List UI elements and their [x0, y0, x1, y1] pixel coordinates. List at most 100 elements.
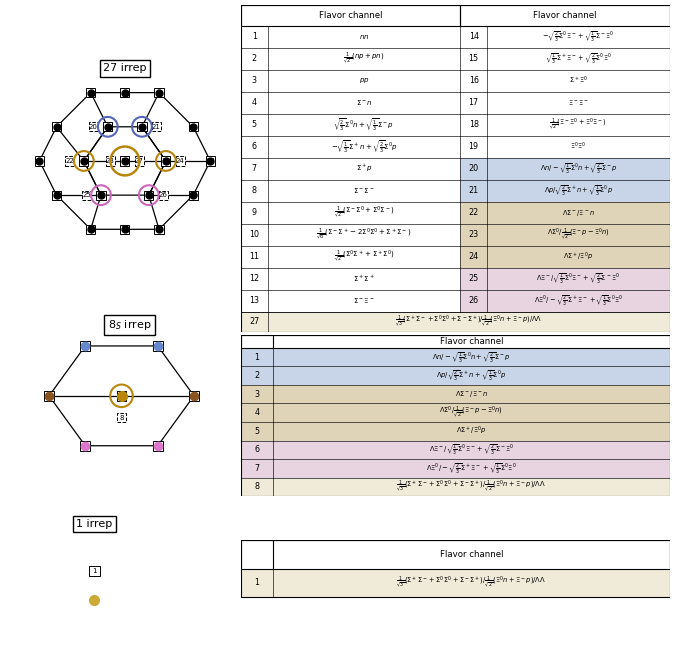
FancyBboxPatch shape [35, 156, 44, 166]
Text: 3: 3 [252, 76, 256, 85]
Text: 11: 11 [249, 252, 259, 261]
Text: Flavor channel: Flavor channel [319, 11, 383, 20]
Text: 27: 27 [135, 158, 144, 164]
FancyBboxPatch shape [117, 391, 126, 401]
Text: 17: 17 [86, 226, 95, 233]
Text: $\Lambda p/\sqrt{\frac{2}{3}}\Sigma^+ n + \sqrt{\frac{1}{3}}\Sigma^0 p$: $\Lambda p/\sqrt{\frac{2}{3}}\Sigma^+ n … [436, 369, 506, 383]
Text: 16: 16 [189, 192, 198, 198]
Bar [460, 246, 670, 267]
FancyBboxPatch shape [117, 413, 126, 422]
Text: 1: 1 [252, 32, 256, 41]
Text: $\Lambda\Sigma^-/\Xi^- n$: $\Lambda\Sigma^-/\Xi^- n$ [562, 208, 595, 217]
Text: 1: 1 [254, 578, 260, 587]
Text: 8$_S$ irrep: 8$_S$ irrep [108, 318, 151, 332]
FancyBboxPatch shape [65, 156, 74, 166]
Text: 5: 5 [254, 427, 260, 436]
Bar [241, 459, 670, 478]
FancyBboxPatch shape [103, 122, 112, 131]
Text: 6: 6 [83, 443, 88, 449]
Text: 15: 15 [144, 192, 153, 198]
Text: $\sqrt{\frac{2}{3}}\Sigma^0 n + \sqrt{\frac{1}{3}}\Sigma^- p$: $\sqrt{\frac{2}{3}}\Sigma^0 n + \sqrt{\f… [333, 116, 394, 133]
FancyBboxPatch shape [155, 225, 163, 234]
Text: 1 irrep: 1 irrep [76, 519, 113, 529]
Text: $nn$: $nn$ [359, 32, 369, 41]
Text: 2: 2 [252, 54, 256, 63]
Text: 3: 3 [254, 390, 260, 399]
Bar [460, 202, 670, 223]
FancyBboxPatch shape [80, 156, 88, 166]
Text: $pp$: $pp$ [358, 76, 369, 85]
Text: 8: 8 [254, 482, 260, 491]
Text: $\sqrt{\frac{1}{3}}\Sigma^+\Xi^- + \sqrt{\frac{2}{3}}\Sigma^0\Xi^0$: $\sqrt{\frac{1}{3}}\Sigma^+\Xi^- + \sqrt… [545, 51, 612, 66]
Text: $\frac{1}{\sqrt{2}}(\Sigma^0\Sigma^+ + \Sigma^+\Sigma^0)$: $\frac{1}{\sqrt{2}}(\Sigma^0\Sigma^+ + \… [333, 249, 394, 264]
Text: 27 irrep: 27 irrep [103, 63, 146, 74]
Text: $-\sqrt{\frac{1}{3}}\Sigma^+ n + \sqrt{\frac{2}{3}}\Sigma^0 p$: $-\sqrt{\frac{1}{3}}\Sigma^+ n + \sqrt{\… [331, 138, 398, 155]
Text: 14: 14 [97, 192, 105, 198]
Bar [241, 568, 670, 597]
Text: $\Lambda n/-\sqrt{\frac{1}{3}}\Sigma^0 n + \sqrt{\frac{2}{3}}\Sigma^- p$: $\Lambda n/-\sqrt{\frac{1}{3}}\Sigma^0 n… [540, 161, 617, 176]
FancyBboxPatch shape [153, 341, 163, 351]
Text: 2: 2 [123, 89, 127, 96]
FancyBboxPatch shape [135, 156, 144, 166]
Text: 19: 19 [468, 142, 479, 151]
FancyBboxPatch shape [80, 441, 90, 451]
Bar [460, 290, 670, 311]
Text: 1: 1 [88, 89, 93, 96]
Text: 18: 18 [120, 226, 130, 233]
Text: $\Sigma^+\Sigma^+$: $\Sigma^+\Sigma^+$ [353, 273, 375, 284]
Text: $\Lambda\Xi^-/\sqrt{\frac{1}{3}}\Sigma^0\Xi^- + \sqrt{\frac{2}{3}}\Sigma^-\Xi^0$: $\Lambda\Xi^-/\sqrt{\frac{1}{3}}\Sigma^0… [537, 271, 620, 286]
FancyBboxPatch shape [120, 88, 130, 97]
FancyBboxPatch shape [89, 566, 100, 576]
Text: 21: 21 [468, 186, 479, 195]
FancyBboxPatch shape [176, 156, 185, 166]
Bar [241, 367, 670, 385]
Text: 24: 24 [468, 252, 479, 261]
Bar [241, 422, 670, 440]
Text: $\frac{1}{\sqrt{2}}(\Sigma^-\Sigma^0 + \Sigma^0\Sigma^-)$: $\frac{1}{\sqrt{2}}(\Sigma^-\Sigma^0 + \… [333, 205, 394, 220]
Text: 25: 25 [468, 274, 479, 283]
Text: 6: 6 [140, 124, 144, 130]
Text: $\frac{1}{\sqrt{3}}(\Sigma^+\Sigma^- + \Sigma^0\Sigma^0 + \Sigma^-\Sigma^+)/\fra: $\frac{1}{\sqrt{3}}(\Sigma^+\Sigma^- + \… [396, 575, 546, 591]
FancyBboxPatch shape [52, 191, 61, 200]
Text: 15: 15 [468, 54, 479, 63]
Text: 10: 10 [120, 158, 130, 164]
Text: $\Sigma^-\Sigma^-$: $\Sigma^-\Sigma^-$ [353, 186, 375, 195]
Text: 3: 3 [157, 89, 161, 96]
Text: 2: 2 [254, 371, 260, 380]
Bar [241, 478, 670, 496]
Text: 21: 21 [152, 124, 161, 130]
Text: $\frac{1}{\sqrt{3}}(\Sigma^+\Sigma^- + \Sigma^0\Sigma^0 + \Sigma^-\Sigma^+)/\fra: $\frac{1}{\sqrt{3}}(\Sigma^+\Sigma^- + \… [396, 479, 546, 495]
FancyBboxPatch shape [82, 191, 91, 200]
FancyBboxPatch shape [159, 191, 168, 200]
Text: 1: 1 [92, 568, 97, 574]
FancyBboxPatch shape [144, 191, 153, 200]
Text: $\Lambda\Xi^0/-\sqrt{\frac{2}{3}}\Sigma^+\Xi^- + \sqrt{\frac{1}{3}}\Sigma^0\Xi^0: $\Lambda\Xi^0/-\sqrt{\frac{2}{3}}\Sigma^… [534, 293, 623, 308]
FancyBboxPatch shape [45, 391, 54, 401]
FancyBboxPatch shape [152, 122, 161, 131]
Text: $\frac{1}{\sqrt{2}}(np + pn)$: $\frac{1}{\sqrt{2}}(np + pn)$ [343, 51, 385, 66]
Text: 9: 9 [82, 158, 86, 164]
Text: 12: 12 [249, 274, 259, 283]
Text: 23: 23 [106, 158, 115, 164]
Text: 5: 5 [192, 393, 196, 399]
Bar [241, 385, 670, 403]
Bar [241, 403, 670, 422]
Text: 1: 1 [254, 353, 260, 362]
Text: 13: 13 [249, 296, 259, 305]
Text: 3: 3 [47, 393, 51, 399]
FancyBboxPatch shape [189, 191, 198, 200]
Text: $\Lambda\Sigma^+/\Xi^0 p$: $\Lambda\Sigma^+/\Xi^0 p$ [563, 250, 593, 263]
Text: 5: 5 [252, 120, 256, 129]
Text: $\frac{1}{\sqrt{6}}(\Sigma^-\Sigma^+ - 2\Sigma^0\Sigma^0 + \Sigma^+\Sigma^-)$: $\frac{1}{\sqrt{6}}(\Sigma^-\Sigma^+ - 2… [317, 227, 412, 242]
Text: 22: 22 [65, 158, 74, 164]
Text: $\Xi^-\Xi^-$: $\Xi^-\Xi^-$ [568, 98, 589, 107]
Text: $\Sigma^-\Xi^-$: $\Sigma^-\Xi^-$ [353, 296, 375, 305]
Text: $\Sigma^- n$: $\Sigma^- n$ [356, 98, 373, 107]
Text: 11: 11 [161, 158, 170, 164]
Text: 7: 7 [252, 164, 256, 173]
Text: $\Xi^0\Xi^0$: $\Xi^0\Xi^0$ [570, 141, 587, 152]
Bar [241, 311, 670, 332]
Text: 19: 19 [155, 226, 163, 233]
Text: 8: 8 [119, 415, 124, 420]
FancyBboxPatch shape [155, 88, 163, 97]
